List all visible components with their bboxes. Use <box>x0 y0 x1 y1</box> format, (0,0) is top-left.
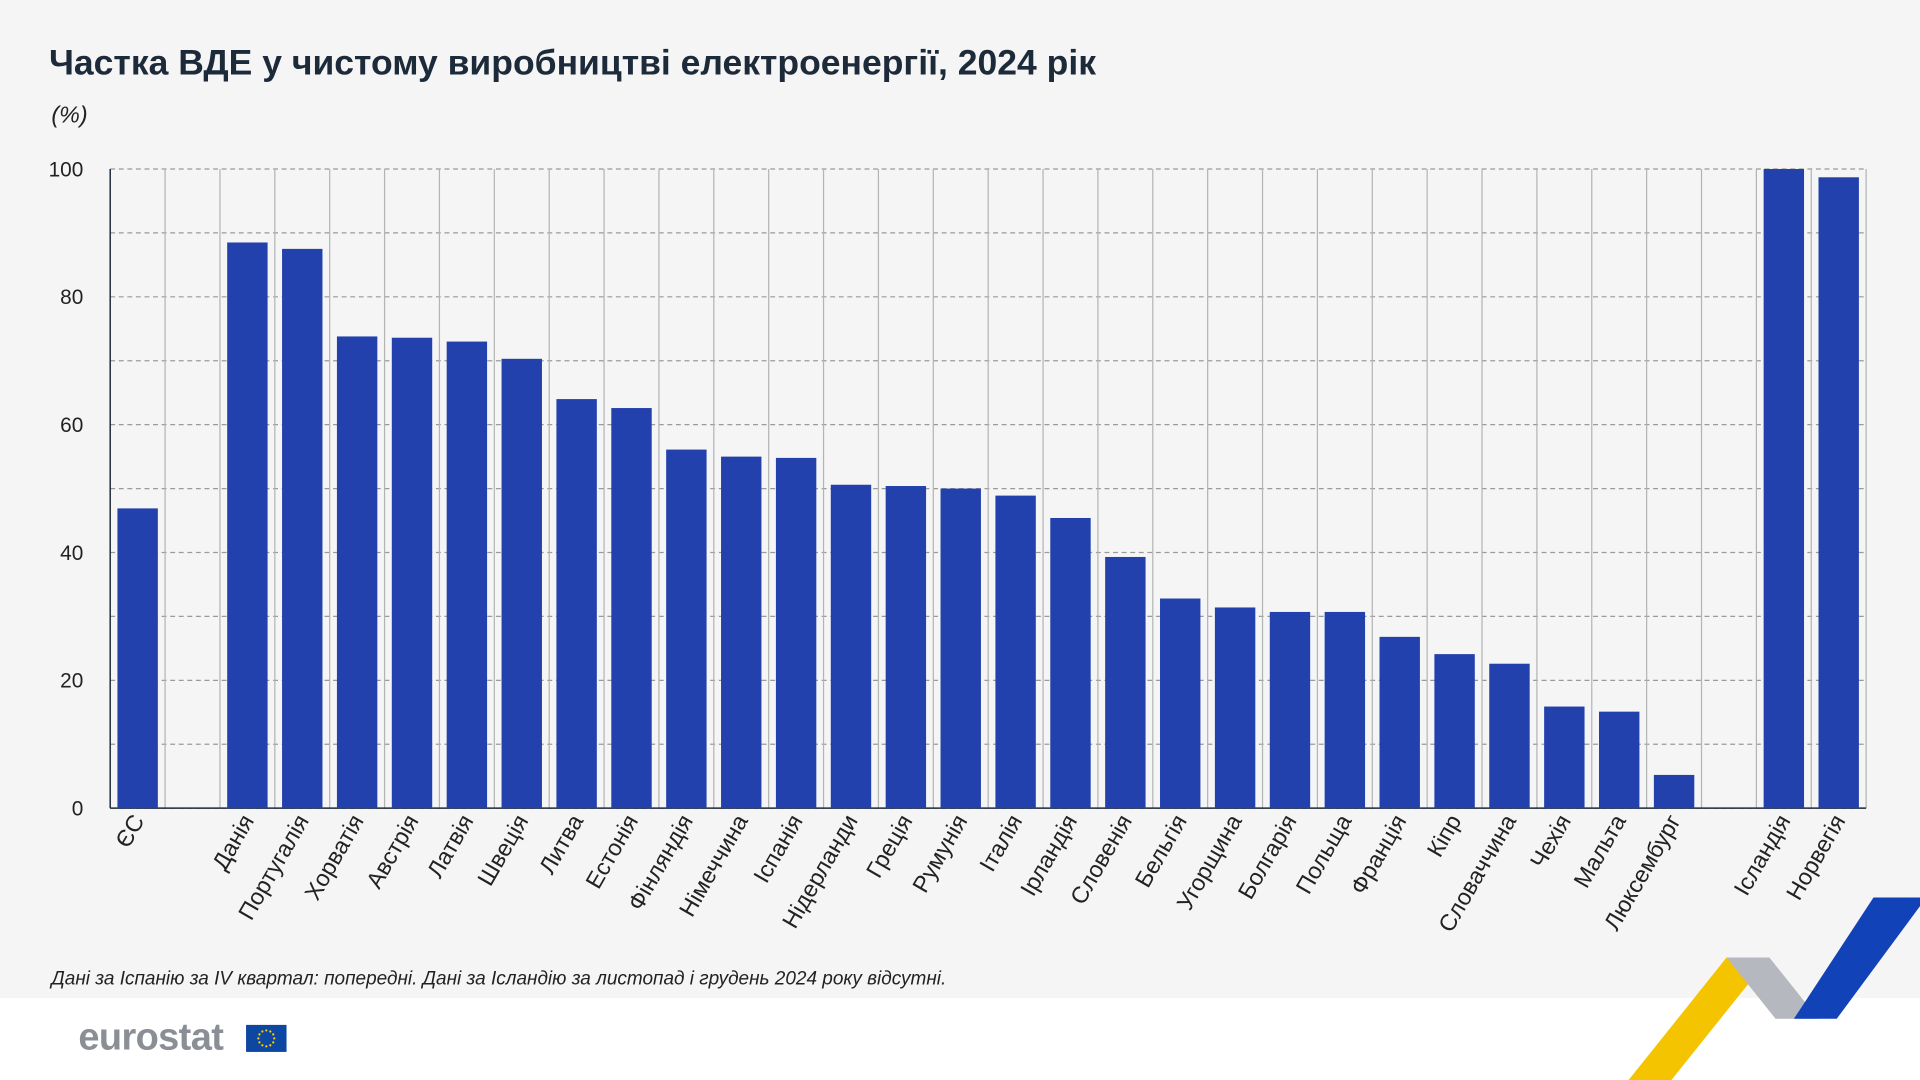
bar-Іспанія <box>775 457 817 809</box>
bar-Франція <box>1379 636 1420 809</box>
bar-Фінляндія <box>666 449 707 809</box>
bar-Австрія <box>391 337 433 809</box>
bar-Угорщина <box>1214 607 1256 809</box>
flag-star <box>269 1030 272 1033</box>
y-axis-unit: (%) <box>51 102 88 129</box>
bar-Польща <box>1324 611 1366 809</box>
y-tick-label: 40 <box>60 542 83 565</box>
y-tick-label: 20 <box>60 670 83 693</box>
flag-star <box>272 1033 275 1036</box>
bar-Нідерланди <box>830 484 872 809</box>
bar-Латвія <box>446 341 488 809</box>
bar-Данія <box>227 242 268 809</box>
bar-Мальта <box>1599 711 1640 809</box>
bar-Болгарія <box>1269 611 1311 809</box>
bar-Словенія <box>1105 556 1146 809</box>
bar-Швеція <box>501 358 542 809</box>
footer <box>0 997 1920 1080</box>
footnote: Дані за Іспанію за IV квартал: попередні… <box>51 968 947 990</box>
bar-Бельгія <box>1160 598 1201 809</box>
flag-star <box>261 1044 264 1047</box>
bar-Словаччина <box>1489 663 1530 809</box>
bar-ЄС <box>117 508 158 809</box>
flag-star <box>273 1037 276 1040</box>
flag-star <box>258 1033 261 1036</box>
bar-Люксембург <box>1653 774 1695 809</box>
y-tick-label: 100 <box>49 158 84 181</box>
y-tick-label: 60 <box>60 414 83 437</box>
flag-star <box>261 1030 264 1033</box>
bar-Хорватія <box>336 336 378 809</box>
bar-Італія <box>995 495 1036 809</box>
flag-star <box>269 1044 272 1047</box>
bar-Португалія <box>282 248 323 809</box>
bar-Ірландія <box>1050 517 1091 809</box>
bar-Литва <box>556 399 597 809</box>
bar-Естонія <box>611 408 652 809</box>
bar-Ісландія <box>1763 168 1805 809</box>
eu-flag-icon <box>246 1024 287 1052</box>
bar-Норвегія <box>1818 177 1859 809</box>
bar-Греція <box>885 486 927 809</box>
bar-Кіпр <box>1434 654 1475 809</box>
bar-Чехія <box>1544 706 1585 809</box>
bar-Румунія <box>940 488 981 809</box>
flag-star <box>272 1041 275 1044</box>
flag-star <box>265 1045 268 1048</box>
chart-title: Частка ВДЕ у чистому виробництві електро… <box>48 44 1096 84</box>
flag-star <box>265 1029 268 1032</box>
flag-star <box>257 1037 260 1040</box>
eurostat-logo: eurostat <box>78 1015 224 1058</box>
y-tick-label: 80 <box>60 286 83 309</box>
y-tick-label: 0 <box>72 798 84 821</box>
bar-Німеччина <box>721 456 762 809</box>
flag-star <box>258 1041 261 1044</box>
